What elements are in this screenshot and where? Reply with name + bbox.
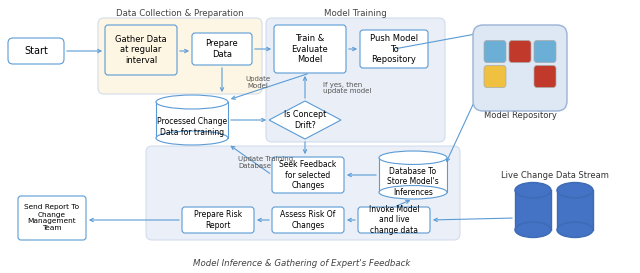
- Polygon shape: [269, 101, 341, 139]
- Text: Assess Risk Of
Changes: Assess Risk Of Changes: [280, 210, 336, 230]
- Text: If yes, then
update model: If yes, then update model: [323, 82, 371, 94]
- Bar: [515, 190, 551, 230]
- Text: Update Training
Database: Update Training Database: [238, 156, 293, 168]
- FancyBboxPatch shape: [146, 146, 460, 240]
- Bar: [379, 158, 447, 192]
- Text: Invoke Model
and live
change data: Invoke Model and live change data: [369, 205, 419, 235]
- Bar: [557, 190, 593, 230]
- Ellipse shape: [557, 182, 593, 198]
- Text: Database To
Store Model's
Inferences: Database To Store Model's Inferences: [387, 167, 439, 197]
- FancyBboxPatch shape: [484, 40, 506, 63]
- Text: Gather Data
at regular
interval: Gather Data at regular interval: [115, 35, 167, 65]
- FancyBboxPatch shape: [8, 38, 64, 64]
- Ellipse shape: [379, 151, 447, 164]
- FancyBboxPatch shape: [484, 66, 506, 88]
- Ellipse shape: [515, 182, 551, 198]
- Text: Seek Feedback
for selected
Changes: Seek Feedback for selected Changes: [280, 160, 337, 190]
- Text: Live Change Data Stream: Live Change Data Stream: [501, 171, 609, 180]
- FancyBboxPatch shape: [358, 207, 430, 233]
- Ellipse shape: [156, 131, 228, 145]
- FancyBboxPatch shape: [182, 207, 254, 233]
- Text: Prepare
Data: Prepare Data: [205, 39, 238, 59]
- Text: Model Training: Model Training: [324, 10, 387, 19]
- FancyBboxPatch shape: [274, 25, 346, 73]
- FancyBboxPatch shape: [509, 40, 531, 63]
- Text: Prepare Risk
Report: Prepare Risk Report: [194, 210, 242, 230]
- Ellipse shape: [156, 95, 228, 109]
- FancyBboxPatch shape: [98, 18, 262, 94]
- Text: Send Report To
Change
Management
Team: Send Report To Change Management Team: [24, 204, 79, 232]
- Bar: [156, 102, 228, 138]
- FancyBboxPatch shape: [18, 196, 86, 240]
- Ellipse shape: [515, 222, 551, 238]
- FancyBboxPatch shape: [266, 18, 445, 142]
- Text: Data Collection & Preparation: Data Collection & Preparation: [116, 10, 244, 19]
- Text: Is Concept
Drift?: Is Concept Drift?: [284, 110, 326, 130]
- FancyBboxPatch shape: [272, 207, 344, 233]
- FancyBboxPatch shape: [192, 33, 252, 65]
- Text: Update
Model: Update Model: [245, 76, 271, 88]
- FancyBboxPatch shape: [272, 157, 344, 193]
- FancyBboxPatch shape: [360, 30, 428, 68]
- Text: Push Model
To
Repository: Push Model To Repository: [370, 34, 418, 64]
- Ellipse shape: [379, 186, 447, 199]
- Text: Train &
Evaluate
Model: Train & Evaluate Model: [292, 34, 328, 64]
- Text: Start: Start: [24, 46, 48, 56]
- Ellipse shape: [557, 222, 593, 238]
- Text: Model Inference & Gathering of Expert's Feedback: Model Inference & Gathering of Expert's …: [193, 260, 411, 269]
- FancyBboxPatch shape: [534, 40, 556, 63]
- FancyBboxPatch shape: [473, 25, 567, 111]
- Text: Processed Change
Data for training: Processed Change Data for training: [157, 117, 227, 137]
- Text: Model Repository: Model Repository: [484, 111, 556, 120]
- FancyBboxPatch shape: [534, 66, 556, 88]
- FancyBboxPatch shape: [105, 25, 177, 75]
